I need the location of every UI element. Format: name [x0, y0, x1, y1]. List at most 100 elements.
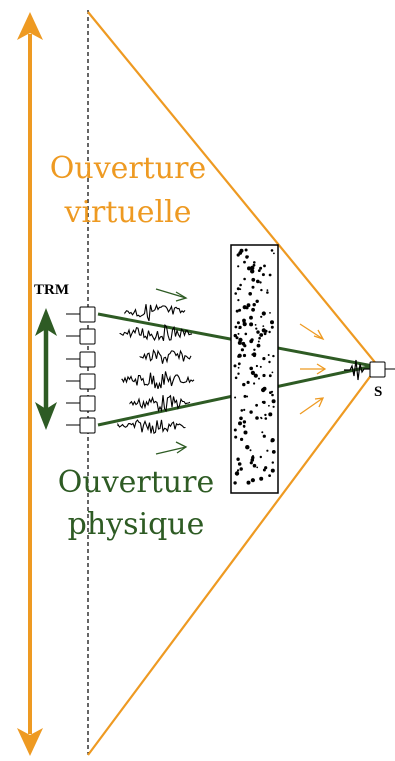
scatterer-dot — [262, 325, 265, 327]
scatterer-dot — [272, 354, 275, 358]
transducer-element — [66, 373, 96, 390]
scatterer-dot — [233, 333, 237, 338]
scatterer-dot — [259, 281, 262, 284]
scatterer-dot — [238, 251, 243, 255]
scatterer-dot — [255, 364, 258, 368]
scatterer-dot — [240, 348, 244, 352]
scatterer-dot — [259, 365, 262, 368]
scatterer-dot — [270, 468, 275, 473]
recorded-signal-trace — [121, 371, 195, 390]
scatterer-dot — [237, 362, 241, 366]
scatterer-dot — [268, 330, 271, 334]
scatterer-dot — [233, 481, 237, 485]
scatterer-dot — [237, 332, 240, 335]
virtual-aperture-label-line2: virtuelle — [64, 195, 192, 230]
scatterer-dot — [239, 467, 243, 471]
scatterer-dot — [234, 292, 237, 295]
scatterer-dot — [256, 330, 260, 334]
scatterer-dot — [252, 263, 256, 267]
physical-aperture-label-line2: physique — [67, 507, 205, 542]
scatterer-dot — [255, 403, 258, 407]
scatterer-dot — [238, 421, 242, 426]
transducer-element — [66, 395, 96, 412]
scatterer-dot — [246, 480, 251, 485]
scatterer-dot — [235, 336, 239, 340]
transducer-element — [66, 351, 96, 368]
scatterer-dot — [236, 457, 240, 461]
scatterer-dot — [270, 325, 274, 329]
scatterer-dot — [264, 413, 267, 417]
scatterer-dot — [252, 303, 256, 307]
scatterer-dot — [237, 366, 240, 369]
scatterer-dot — [263, 332, 267, 336]
scatterer-dot — [239, 288, 242, 291]
scatterer-dot — [243, 394, 247, 398]
scatterer-dot — [238, 337, 243, 342]
scatterer-dot — [261, 431, 264, 434]
recorded-signal-trace — [139, 348, 192, 364]
scatterer-dot — [266, 291, 269, 294]
scatterer-dot — [251, 307, 256, 312]
scatterer-dot — [243, 277, 246, 281]
scatterer-dot — [240, 409, 244, 412]
scatterer-dot — [259, 476, 264, 481]
focusing-arrows — [299, 323, 327, 415]
scatterer-dot — [268, 404, 270, 407]
scatterer-dot — [234, 396, 237, 399]
recorded-signal-trace — [129, 394, 191, 413]
recorded-signal-trace — [124, 303, 186, 322]
scatterer-dot — [255, 299, 259, 303]
scatterer-dot — [267, 354, 270, 356]
scatterer-dot — [237, 299, 240, 302]
scatterer-dot — [262, 357, 266, 361]
scatterer-dot — [261, 311, 266, 316]
array-label: TRM — [34, 282, 69, 298]
scatterer-dot — [268, 374, 272, 378]
scatterer-dot — [242, 420, 247, 424]
scatterer-dot — [266, 449, 269, 452]
scatterer-dot — [238, 308, 242, 312]
scatterer-dot — [234, 325, 238, 329]
scatterer-dot — [242, 305, 247, 310]
recorded-signal-trace — [117, 419, 186, 435]
transducer-array — [66, 306, 96, 434]
scatterer-dot — [268, 273, 272, 277]
scatterer-dot — [245, 445, 250, 450]
scatterer-dot — [250, 370, 255, 375]
scatterer-dot — [261, 273, 265, 277]
physical-aperture-arrow — [35, 308, 57, 430]
scatterer-dot — [264, 329, 268, 333]
virtual-aperture-label-line1: Ouverture — [49, 151, 207, 186]
scatterer-dot — [271, 461, 274, 464]
scatterer-dot — [259, 455, 262, 459]
scatterer-dot — [250, 269, 255, 274]
scatterer-dot — [244, 248, 248, 252]
scatterer-dot — [249, 322, 254, 327]
scatterer-dot — [234, 435, 238, 439]
scatterer-dot — [270, 249, 274, 252]
scatterer-dot — [259, 333, 264, 337]
scatterer-dot — [271, 450, 276, 454]
transducer-element — [66, 306, 96, 323]
scatterer-dot — [237, 372, 240, 375]
scatterer-dot — [238, 325, 242, 329]
scatterer-dot — [253, 261, 256, 264]
scatterer-dot — [242, 322, 247, 327]
transducer-element — [66, 328, 96, 345]
scatterer-dot — [234, 376, 238, 380]
scatterer-dot — [262, 468, 266, 472]
scatterer-dot — [268, 412, 273, 417]
scatterer-dot — [249, 315, 253, 320]
scatterer-dot — [269, 312, 271, 314]
scatterer-dot — [254, 324, 257, 326]
scatterer-dot — [237, 355, 241, 358]
scatterer-dot — [262, 386, 267, 391]
scatterer-dot — [240, 437, 244, 441]
scatterer-dot — [270, 390, 274, 393]
scatterer-dot — [266, 289, 269, 291]
scattering-medium — [230, 244, 279, 494]
scatterer-dot — [246, 380, 250, 384]
scatterer-dot — [249, 410, 253, 414]
scatterer-dot — [237, 462, 242, 466]
